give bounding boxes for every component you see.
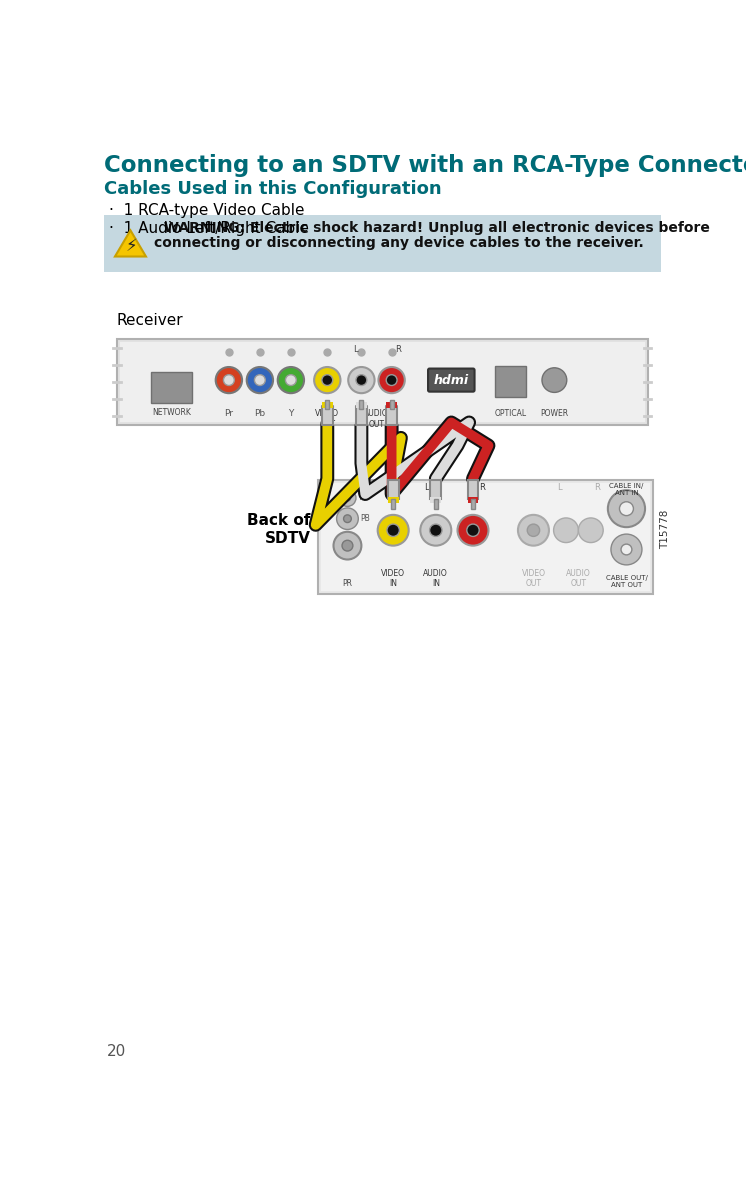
Text: 20: 20 bbox=[107, 1044, 127, 1060]
Bar bbox=[389, 400, 394, 409]
Circle shape bbox=[387, 524, 399, 537]
Text: ·  1 Audio Left/Right Cable: · 1 Audio Left/Right Cable bbox=[109, 220, 309, 236]
Circle shape bbox=[554, 518, 578, 543]
Circle shape bbox=[336, 508, 358, 530]
Bar bbox=[468, 497, 478, 503]
Bar bbox=[151, 372, 192, 403]
Circle shape bbox=[578, 518, 604, 543]
Circle shape bbox=[377, 515, 409, 545]
Circle shape bbox=[216, 367, 242, 394]
Bar bbox=[388, 480, 398, 500]
Circle shape bbox=[322, 374, 333, 385]
Text: Pb: Pb bbox=[254, 409, 266, 418]
Circle shape bbox=[378, 367, 405, 394]
Bar bbox=[468, 480, 478, 500]
Bar bbox=[430, 497, 441, 503]
Bar bbox=[356, 402, 367, 408]
Circle shape bbox=[608, 490, 645, 527]
Circle shape bbox=[430, 524, 442, 537]
Text: AUDIO
OUT: AUDIO OUT bbox=[566, 568, 591, 588]
Circle shape bbox=[467, 524, 479, 537]
Text: OPTICAL: OPTICAL bbox=[494, 409, 526, 418]
Bar bbox=[325, 400, 329, 409]
Text: CABLE OUT/
ANT OUT: CABLE OUT/ ANT OUT bbox=[606, 576, 648, 588]
Text: Pr: Pr bbox=[225, 409, 233, 418]
FancyBboxPatch shape bbox=[116, 338, 648, 425]
FancyBboxPatch shape bbox=[321, 483, 650, 591]
Circle shape bbox=[527, 524, 539, 537]
Circle shape bbox=[333, 532, 361, 560]
Text: AUDIO
OUT: AUDIO OUT bbox=[364, 409, 389, 429]
Circle shape bbox=[621, 544, 632, 555]
Circle shape bbox=[278, 367, 304, 394]
Bar bbox=[322, 406, 333, 425]
Text: PR: PR bbox=[342, 579, 352, 588]
Text: R: R bbox=[395, 344, 401, 354]
Circle shape bbox=[420, 515, 451, 545]
Bar bbox=[356, 406, 367, 425]
FancyBboxPatch shape bbox=[119, 342, 645, 421]
Text: L: L bbox=[353, 344, 357, 354]
Circle shape bbox=[314, 367, 340, 394]
Circle shape bbox=[457, 515, 489, 545]
Text: Receiver: Receiver bbox=[116, 313, 183, 327]
Text: Y: Y bbox=[358, 494, 363, 502]
Bar bbox=[388, 497, 398, 503]
Bar bbox=[495, 366, 526, 397]
FancyBboxPatch shape bbox=[428, 368, 474, 391]
Circle shape bbox=[339, 490, 356, 507]
Text: L: L bbox=[557, 483, 562, 492]
Circle shape bbox=[518, 515, 549, 545]
Text: T15778: T15778 bbox=[660, 509, 670, 549]
Text: ·  1 RCA-type Video Cable: · 1 RCA-type Video Cable bbox=[109, 203, 304, 218]
Text: VIDEO
OUT: VIDEO OUT bbox=[521, 568, 545, 588]
Bar bbox=[434, 500, 438, 508]
Circle shape bbox=[386, 374, 397, 385]
Circle shape bbox=[286, 374, 296, 385]
Text: VIDEO
OUT: VIDEO OUT bbox=[316, 409, 339, 429]
Text: Connecting to an SDTV with an RCA-Type Connector: Connecting to an SDTV with an RCA-Type C… bbox=[104, 154, 746, 177]
Text: Back of
SDTV: Back of SDTV bbox=[247, 513, 310, 545]
Circle shape bbox=[348, 367, 374, 394]
Text: CABLE IN/
ANT IN: CABLE IN/ ANT IN bbox=[609, 483, 644, 496]
Text: WARNING: Electric shock hazard! Unplug all electronic devices before: WARNING: Electric shock hazard! Unplug a… bbox=[154, 220, 709, 235]
Text: Cables Used in this Configuration: Cables Used in this Configuration bbox=[104, 179, 442, 197]
Text: Y: Y bbox=[288, 409, 294, 418]
Text: PB: PB bbox=[360, 514, 369, 524]
Text: L: L bbox=[424, 483, 429, 492]
Text: VIDEO
IN: VIDEO IN bbox=[381, 568, 405, 588]
Text: R: R bbox=[480, 483, 485, 492]
Circle shape bbox=[247, 367, 273, 394]
Text: ⚡: ⚡ bbox=[125, 237, 137, 255]
Circle shape bbox=[345, 495, 351, 501]
Text: R: R bbox=[594, 483, 600, 492]
Circle shape bbox=[619, 502, 633, 515]
Bar bbox=[430, 480, 441, 500]
Circle shape bbox=[344, 515, 351, 523]
Bar bbox=[322, 402, 333, 408]
Bar bbox=[386, 406, 397, 425]
Text: hdmi: hdmi bbox=[433, 373, 469, 386]
Circle shape bbox=[356, 374, 367, 385]
Text: POWER: POWER bbox=[540, 409, 568, 418]
Circle shape bbox=[542, 367, 567, 393]
Text: connecting or disconnecting any device cables to the receiver.: connecting or disconnecting any device c… bbox=[154, 236, 644, 250]
FancyBboxPatch shape bbox=[104, 214, 660, 272]
Text: NETWORK: NETWORK bbox=[152, 408, 191, 417]
Bar bbox=[360, 400, 363, 409]
Bar bbox=[386, 402, 397, 408]
FancyBboxPatch shape bbox=[318, 480, 653, 594]
Text: AUDIO
IN: AUDIO IN bbox=[424, 568, 448, 588]
Circle shape bbox=[342, 541, 353, 551]
Circle shape bbox=[224, 374, 234, 385]
Bar bbox=[471, 500, 475, 508]
Circle shape bbox=[254, 374, 266, 385]
Bar bbox=[391, 500, 395, 508]
Circle shape bbox=[611, 535, 642, 565]
Polygon shape bbox=[115, 230, 146, 256]
